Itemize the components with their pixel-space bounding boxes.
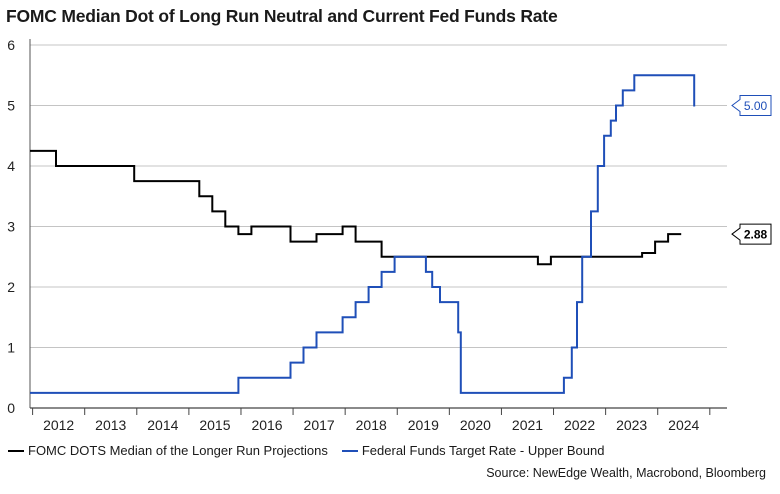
legend-label-fomc-dots: FOMC DOTS Median of the Longer Run Proje… bbox=[28, 443, 328, 458]
end-labels: 2.88 5.00 bbox=[731, 95, 772, 245]
y-tick-label: 0 bbox=[7, 400, 15, 416]
y-tick-label: 4 bbox=[7, 158, 15, 174]
y-tick-label: 6 bbox=[7, 37, 15, 53]
x-tick-label: 2013 bbox=[95, 417, 126, 433]
x-tick-label: 2017 bbox=[304, 417, 335, 433]
end-label-text-1: 5.00 bbox=[744, 99, 768, 113]
x-tick-label: 2023 bbox=[616, 417, 647, 433]
series-line-1 bbox=[30, 74, 696, 394]
x-tick-label: 2014 bbox=[147, 417, 178, 433]
end-label-0: 2.88 bbox=[731, 223, 772, 245]
x-tick-label: 2018 bbox=[356, 417, 387, 433]
series-lines bbox=[30, 74, 696, 394]
legend-item-fed-funds: Federal Funds Target Rate - Upper Bound bbox=[341, 443, 605, 458]
legend: FOMC DOTS Median of the Longer Run Proje… bbox=[8, 443, 618, 458]
end-label-box-1 bbox=[731, 95, 772, 116]
y-axis: 0 1 2 3 4 5 6 bbox=[7, 37, 31, 416]
legend-label-fed-funds: Federal Funds Target Rate - Upper Bound bbox=[361, 443, 605, 458]
end-label-1: 5.00 bbox=[731, 95, 772, 116]
x-tick-label: 2024 bbox=[668, 417, 699, 433]
source-note: Source: NewEdge Wealth, Macrobond, Bloom… bbox=[486, 466, 766, 480]
x-tick-label: 2012 bbox=[43, 417, 74, 433]
x-tick-label: 2022 bbox=[564, 417, 595, 433]
legend-swatch-fomc-dots bbox=[8, 449, 24, 452]
y-tick-label: 1 bbox=[7, 340, 15, 356]
x-tick-label: 2015 bbox=[199, 417, 230, 433]
y-tick-label: 3 bbox=[7, 219, 15, 235]
end-label-box-0 bbox=[731, 223, 772, 245]
end-label-text-0: 2.88 bbox=[744, 228, 768, 242]
x-tick-label: 2016 bbox=[251, 417, 282, 433]
x-tick-label: 2019 bbox=[408, 417, 439, 433]
chart-title: FOMC Median Dot of Long Run Neutral and … bbox=[6, 6, 558, 26]
y-tick-label: 5 bbox=[7, 98, 15, 114]
legend-swatch-fed-funds bbox=[341, 449, 358, 452]
y-tick-label: 2 bbox=[7, 279, 15, 295]
x-axis: 2012 2013 2014 2015 2016 2017 2018 2019 2020 2021… bbox=[30, 407, 727, 433]
x-tick-label: 2021 bbox=[512, 417, 543, 433]
series-line-0 bbox=[30, 149, 682, 266]
x-tick-label: 2020 bbox=[460, 417, 491, 433]
legend-item-fomc-dots: FOMC DOTS Median of the Longer Run Proje… bbox=[8, 443, 328, 458]
